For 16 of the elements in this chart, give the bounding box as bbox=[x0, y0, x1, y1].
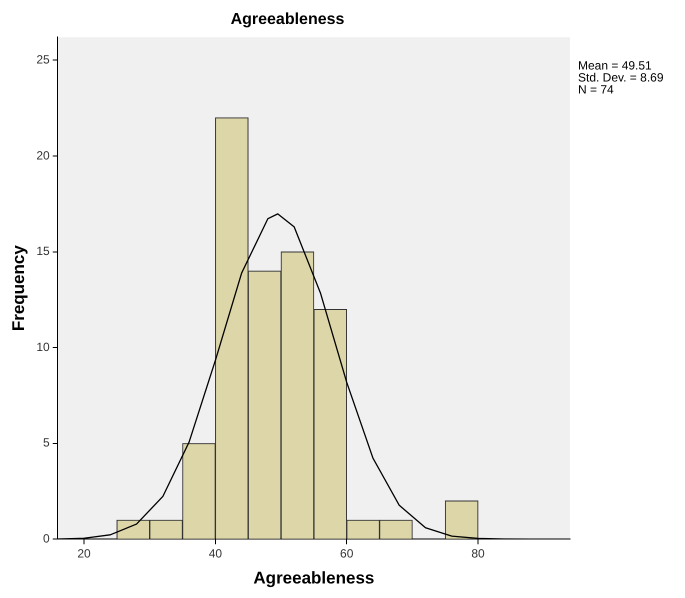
y-axis-title: Frequency bbox=[8, 244, 28, 332]
chart-title: Agreeableness bbox=[230, 11, 345, 28]
text: Std. Dev. = 8.69 bbox=[578, 70, 664, 85]
y-tick-label: 10 bbox=[36, 340, 50, 354]
text: Mean = 49.51 bbox=[578, 58, 652, 73]
x-tick-label: 20 bbox=[77, 546, 92, 561]
y-tick-label: 5 bbox=[43, 436, 50, 450]
y-tick-label: 15 bbox=[36, 244, 50, 258]
y-tick-label: 20 bbox=[36, 148, 50, 162]
x-tick-label: 40 bbox=[208, 546, 222, 561]
y-tick-label: 0 bbox=[43, 532, 50, 546]
text: N = 74 bbox=[578, 82, 614, 97]
x-tick-label: 60 bbox=[340, 546, 354, 561]
y-tick-label: 25 bbox=[36, 52, 50, 67]
x-axis-title: Agreeableness bbox=[253, 568, 374, 588]
x-tick-label: 80 bbox=[471, 546, 486, 561]
